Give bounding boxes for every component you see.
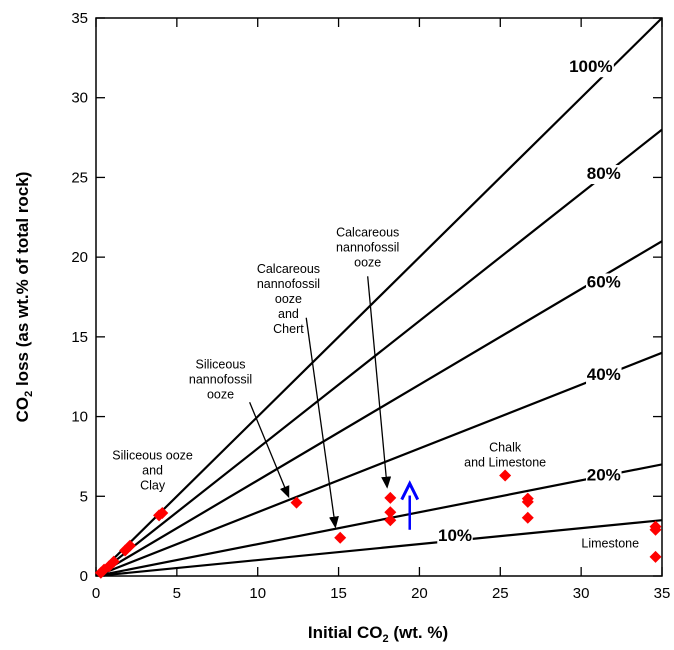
line-label-background	[586, 273, 622, 293]
annotation-arrow	[249, 401, 290, 499]
y-tick-label: 25	[71, 169, 88, 186]
data-point	[107, 555, 120, 568]
line-label: 10%	[438, 526, 472, 545]
y-tick-label: 35	[71, 10, 88, 27]
annotation-text: Limestone	[581, 536, 639, 550]
line-label-background	[586, 365, 622, 385]
annotation-arrow	[367, 276, 392, 489]
annotation-text: nannofossil	[189, 373, 252, 387]
line-label: 40%	[587, 365, 621, 384]
data-point	[521, 511, 534, 524]
line-label-background	[586, 165, 622, 185]
x-tick-label: 10	[249, 585, 266, 602]
data-point	[521, 495, 534, 508]
trend-arrow-head	[400, 480, 420, 501]
data-point	[649, 550, 662, 563]
plot-frame	[95, 17, 663, 577]
reference-line-40pct	[96, 351, 662, 576]
x-tick-label: 15	[330, 585, 347, 602]
annotation-text: Chert	[273, 322, 304, 336]
annotation-arrow	[305, 317, 339, 529]
y-tick-label: 30	[71, 90, 88, 107]
line-label: 60%	[587, 272, 621, 291]
x-tick-label: 0	[92, 585, 100, 602]
data-point	[499, 469, 512, 482]
line-label: 80%	[587, 164, 621, 183]
annotation-text: Siliceous ooze	[112, 449, 193, 463]
data-point	[384, 514, 397, 527]
annotation-text: Calcareous	[336, 225, 399, 239]
annotation-text: and Limestone	[464, 456, 546, 470]
annotation-text: ooze	[207, 388, 234, 402]
x-tick-label: 35	[654, 585, 671, 602]
annotation-text: Chalk	[489, 441, 522, 455]
y-tick-label: 15	[71, 329, 88, 346]
annotation-text: ooze	[275, 292, 302, 306]
x-tick-label: 5	[173, 585, 181, 602]
reference-line-10pct	[96, 519, 662, 576]
data-point	[290, 496, 303, 509]
y-tick-label: 5	[80, 488, 88, 505]
reference-line-60pct	[96, 240, 662, 576]
annotation-text: Calcareous	[257, 262, 320, 276]
x-tick-label: 25	[492, 585, 509, 602]
annotation-text: ooze	[354, 255, 381, 269]
line-label-background	[586, 466, 622, 486]
line-label: 100%	[569, 57, 612, 76]
annotation-text: nannofossil	[257, 277, 320, 291]
reference-line-20pct	[96, 463, 662, 576]
annotation-text: Siliceous	[196, 358, 246, 372]
y-tick-label: 20	[71, 249, 88, 266]
reference-line-100pct	[96, 18, 662, 576]
annotation-text: nannofossil	[336, 240, 399, 254]
data-point	[334, 531, 347, 544]
y-axis-title: CO2 loss (as wt.% of total rock)	[13, 172, 35, 423]
reference-line-80pct	[96, 128, 662, 576]
line-label: 20%	[587, 465, 621, 484]
y-tick-label: 10	[71, 409, 88, 426]
data-point	[649, 523, 662, 536]
x-axis-title: Initial CO2 (wt. %)	[308, 623, 448, 645]
line-label-background	[437, 526, 473, 546]
annotation-text: and	[278, 307, 299, 321]
annotation-text: Clay	[140, 479, 166, 493]
data-point	[123, 539, 136, 552]
data-point	[384, 506, 397, 519]
line-label-background	[567, 58, 614, 78]
x-tick-label: 20	[411, 585, 428, 602]
data-point	[156, 507, 169, 520]
x-tick-label: 30	[573, 585, 590, 602]
y-tick-label: 0	[80, 568, 88, 585]
data-point	[384, 491, 397, 504]
annotation-text: and	[142, 464, 163, 478]
